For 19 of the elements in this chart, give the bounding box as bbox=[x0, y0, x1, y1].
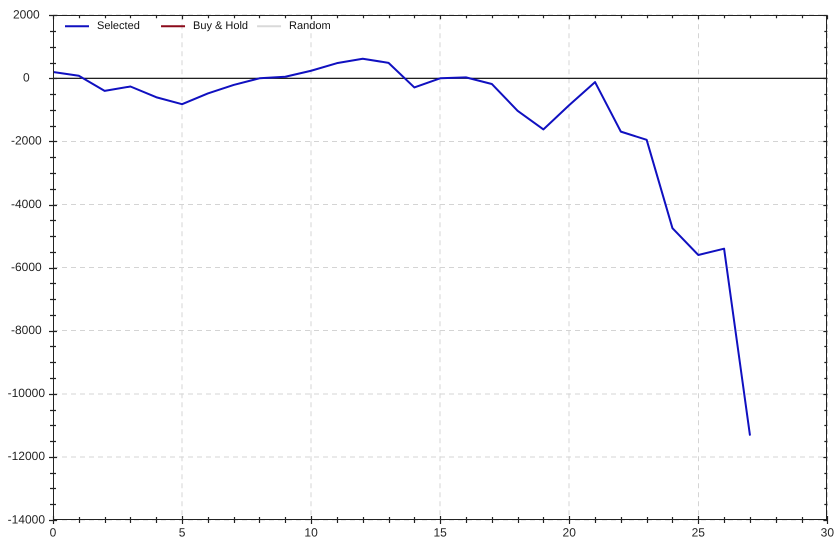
y-tick-label: -14000 bbox=[8, 512, 46, 526]
x-tick-label: 10 bbox=[304, 526, 318, 540]
y-tick-label: -2000 bbox=[10, 134, 42, 148]
x-tick-label: 15 bbox=[433, 526, 448, 540]
x-tick-label: 25 bbox=[692, 526, 706, 540]
legend-label: Random bbox=[289, 20, 331, 32]
y-tick-label: 2000 bbox=[12, 8, 40, 22]
legend-label: Selected bbox=[97, 20, 140, 32]
x-tick-label: 5 bbox=[178, 526, 186, 540]
y-tick-label: -8000 bbox=[10, 323, 42, 338]
y-tick-label: -6000 bbox=[10, 260, 42, 274]
y-tick-label: 0 bbox=[22, 70, 30, 85]
x-tick-label: 30 bbox=[820, 526, 834, 540]
x-tick-label: 0 bbox=[50, 526, 57, 540]
y-tick-label: -10000 bbox=[8, 386, 46, 400]
y-tick-label: -12000 bbox=[8, 449, 46, 464]
x-tick-label: 20 bbox=[562, 526, 576, 540]
y-tick-label: -4000 bbox=[10, 196, 42, 211]
legend-label: Buy & Hold bbox=[193, 20, 248, 32]
